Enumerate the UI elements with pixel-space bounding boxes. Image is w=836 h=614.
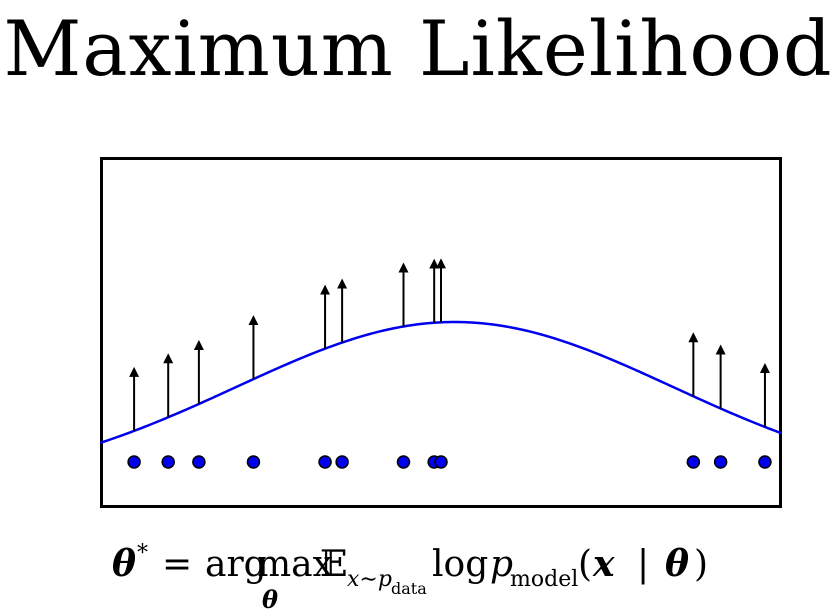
page-title: Maximum Likelihood	[3, 4, 833, 93]
argmax-arg: arg	[205, 544, 267, 585]
given-bar: |	[637, 544, 649, 585]
theta-symbol: θ	[112, 543, 136, 585]
ml-formula: θ * = arg max θ 𝔼 x∼p data log p model (…	[112, 541, 708, 614]
equals-sign: =	[162, 544, 192, 585]
data-point	[318, 455, 332, 469]
data-point	[434, 455, 448, 469]
data-point	[127, 455, 141, 469]
star-superscript: *	[137, 541, 148, 566]
p-symbol: p	[490, 544, 513, 585]
likelihood-figure	[100, 157, 782, 508]
argmax-subscript: θ	[262, 585, 278, 614]
close-paren: )	[694, 544, 708, 585]
data-point	[246, 455, 261, 469]
data-point	[161, 455, 175, 469]
data-point	[335, 455, 349, 469]
expectation-subsubscript: data	[391, 579, 427, 598]
data-point	[396, 455, 411, 469]
data-point	[713, 455, 728, 469]
data-points	[127, 455, 772, 469]
p-subscript: model	[510, 567, 578, 592]
likelihood-arrows	[129, 258, 770, 431]
density-curve	[100, 320, 782, 445]
x-vector: x	[592, 543, 615, 585]
expectation-subscript: x∼p	[347, 567, 392, 592]
open-paren: (	[578, 544, 592, 585]
data-point	[192, 455, 206, 469]
data-point	[686, 455, 701, 469]
theta-argument: θ	[665, 543, 689, 585]
expectation-symbol: 𝔼	[320, 544, 347, 585]
argmax-max: max	[257, 544, 333, 585]
plot-frame	[100, 157, 782, 508]
log-operator: log	[432, 544, 488, 585]
data-point	[758, 455, 772, 469]
